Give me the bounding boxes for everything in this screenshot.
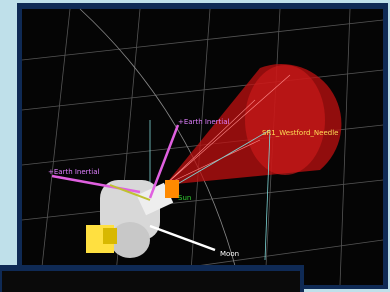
lower-window [2,271,300,292]
vector-label: Sun [178,194,191,202]
page: {"scene": {"labels": {"inertial_top": "+… [0,0,390,292]
target-label: SR1_Westford_Needle [262,129,338,137]
vector-label: Moon [220,250,239,258]
screenshot: +Earth Inertial +Earth Inertial SR1_West… [0,0,390,292]
vector-label: +Earth Inertial [178,118,230,126]
cone-base [245,65,325,175]
vector-label: +Earth Inertial [48,168,100,176]
